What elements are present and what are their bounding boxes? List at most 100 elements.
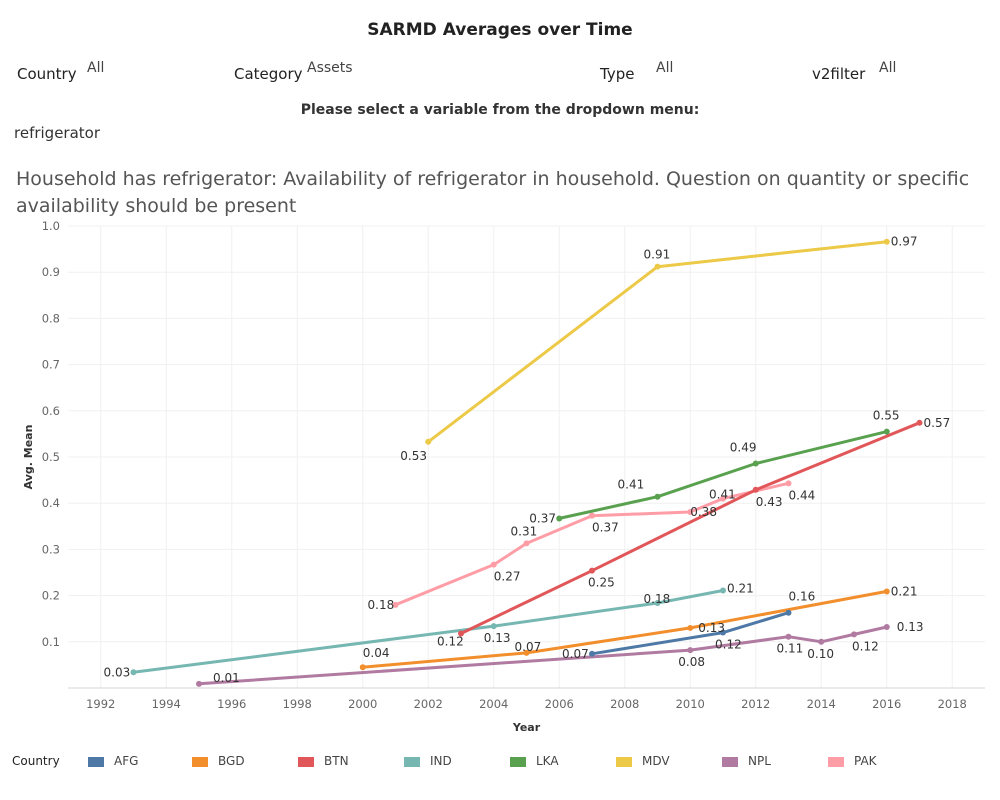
data-label-lka: 0.55: [873, 409, 900, 423]
data-point-ind: [720, 588, 726, 594]
data-point-btn: [917, 420, 923, 426]
data-point-npl: [687, 647, 693, 653]
data-label-btn: 0.12: [437, 634, 464, 648]
legend-swatch: [298, 757, 314, 767]
legend-item-btn[interactable]: BTN: [298, 754, 349, 768]
data-label-npl: 0.10: [807, 647, 834, 661]
data-label-npl: 0.13: [897, 620, 924, 634]
data-point-afg: [589, 651, 595, 657]
legend-label: LKA: [536, 754, 559, 768]
data-point-npl: [786, 634, 792, 640]
data-point-ind: [131, 669, 137, 675]
y-tick-label: 0.2: [42, 589, 60, 603]
legend-label: NPL: [748, 754, 771, 768]
data-label-bgd: 0.13: [698, 621, 725, 635]
data-point-npl: [196, 681, 202, 687]
data-label-pak: 0.41: [709, 488, 736, 502]
data-label-pak: 0.44: [789, 488, 816, 502]
data-label-btn: 0.25: [588, 576, 615, 590]
legend-label: BTN: [324, 754, 349, 768]
data-label-afg: 0.07: [562, 647, 589, 661]
data-point-bgd: [884, 588, 890, 594]
data-label-pak: 0.37: [592, 521, 619, 535]
data-label-afg: 0.12: [715, 638, 742, 652]
x-tick-label: 1994: [152, 697, 181, 711]
legend-label: IND: [430, 754, 452, 768]
data-label-pak: 0.31: [511, 524, 538, 538]
data-label-npl: 0.11: [777, 642, 804, 656]
legend-label: PAK: [854, 754, 877, 768]
data-point-btn: [753, 487, 759, 493]
x-tick-label: 2010: [676, 697, 705, 711]
legend-item-ind[interactable]: IND: [404, 754, 452, 768]
data-label-mdv: 0.53: [400, 449, 427, 463]
data-point-afg: [786, 610, 792, 616]
data-label-pak: 0.18: [368, 598, 395, 612]
data-label-ind: 0.21: [727, 582, 754, 596]
legend-title: Country: [12, 754, 60, 768]
legend-swatch: [510, 757, 526, 767]
data-label-pak: 0.38: [690, 505, 717, 519]
data-label-lka: 0.41: [618, 478, 645, 492]
legend-label: AFG: [114, 754, 138, 768]
x-tick-label: 1992: [86, 697, 115, 711]
x-tick-label: 1998: [283, 697, 312, 711]
data-label-pak: 0.27: [494, 570, 521, 584]
legend-item-bgd[interactable]: BGD: [192, 754, 245, 768]
y-tick-label: 0.8: [42, 311, 60, 325]
x-tick-label: 2016: [872, 697, 901, 711]
y-tick-label: 0.3: [42, 542, 60, 556]
data-label-npl: 0.08: [678, 655, 705, 669]
data-point-btn: [589, 568, 595, 574]
data-label-bgd: 0.04: [363, 646, 390, 660]
y-tick-label: 0.1: [42, 635, 60, 649]
data-point-mdv: [884, 239, 890, 245]
legend-swatch: [88, 757, 104, 767]
data-point-lka: [884, 429, 890, 435]
legend-item-npl[interactable]: NPL: [722, 754, 771, 768]
data-point-npl: [851, 631, 857, 637]
legend-item-pak[interactable]: PAK: [828, 754, 877, 768]
data-point-npl: [818, 639, 824, 645]
x-tick-label: 2004: [479, 697, 508, 711]
x-axis-title: Year: [512, 721, 541, 734]
y-tick-label: 1.0: [42, 219, 60, 233]
data-point-mdv: [425, 439, 431, 445]
y-tick-label: 0.7: [42, 358, 60, 372]
data-label-ind: 0.13: [484, 631, 511, 645]
data-point-bgd: [687, 625, 693, 631]
data-label-btn: 0.57: [924, 416, 951, 430]
legend-swatch: [722, 757, 738, 767]
data-label-bgd: 0.07: [515, 640, 542, 654]
y-axis-title: Avg. Mean: [22, 425, 35, 490]
y-tick-label: 0.4: [42, 496, 60, 510]
data-label-btn: 0.43: [756, 495, 783, 509]
data-point-pak: [491, 562, 497, 568]
y-tick-label: 0.6: [42, 404, 60, 418]
data-label-mdv: 0.91: [644, 248, 671, 262]
data-point-pak: [786, 480, 792, 486]
y-tick-label: 0.5: [42, 450, 60, 464]
data-label-npl: 0.12: [852, 639, 879, 653]
legend-swatch: [828, 757, 844, 767]
data-point-pak: [589, 513, 595, 519]
legend-label: BGD: [218, 754, 245, 768]
data-point-ind: [491, 623, 497, 629]
x-tick-label: 2012: [741, 697, 770, 711]
data-point-npl: [884, 624, 890, 630]
legend-item-mdv[interactable]: MDV: [616, 754, 670, 768]
x-tick-label: 2014: [807, 697, 836, 711]
legend-swatch: [616, 757, 632, 767]
x-tick-label: 2000: [348, 697, 377, 711]
x-tick-label: 2018: [938, 697, 967, 711]
data-point-lka: [753, 460, 759, 466]
legend-swatch: [192, 757, 208, 767]
legend-item-lka[interactable]: LKA: [510, 754, 559, 768]
data-point-pak: [524, 540, 530, 546]
data-point-bgd: [360, 664, 366, 670]
data-label-afg: 0.16: [789, 590, 816, 604]
legend-item-afg[interactable]: AFG: [88, 754, 138, 768]
x-tick-label: 1996: [217, 697, 246, 711]
data-point-mdv: [655, 264, 661, 270]
